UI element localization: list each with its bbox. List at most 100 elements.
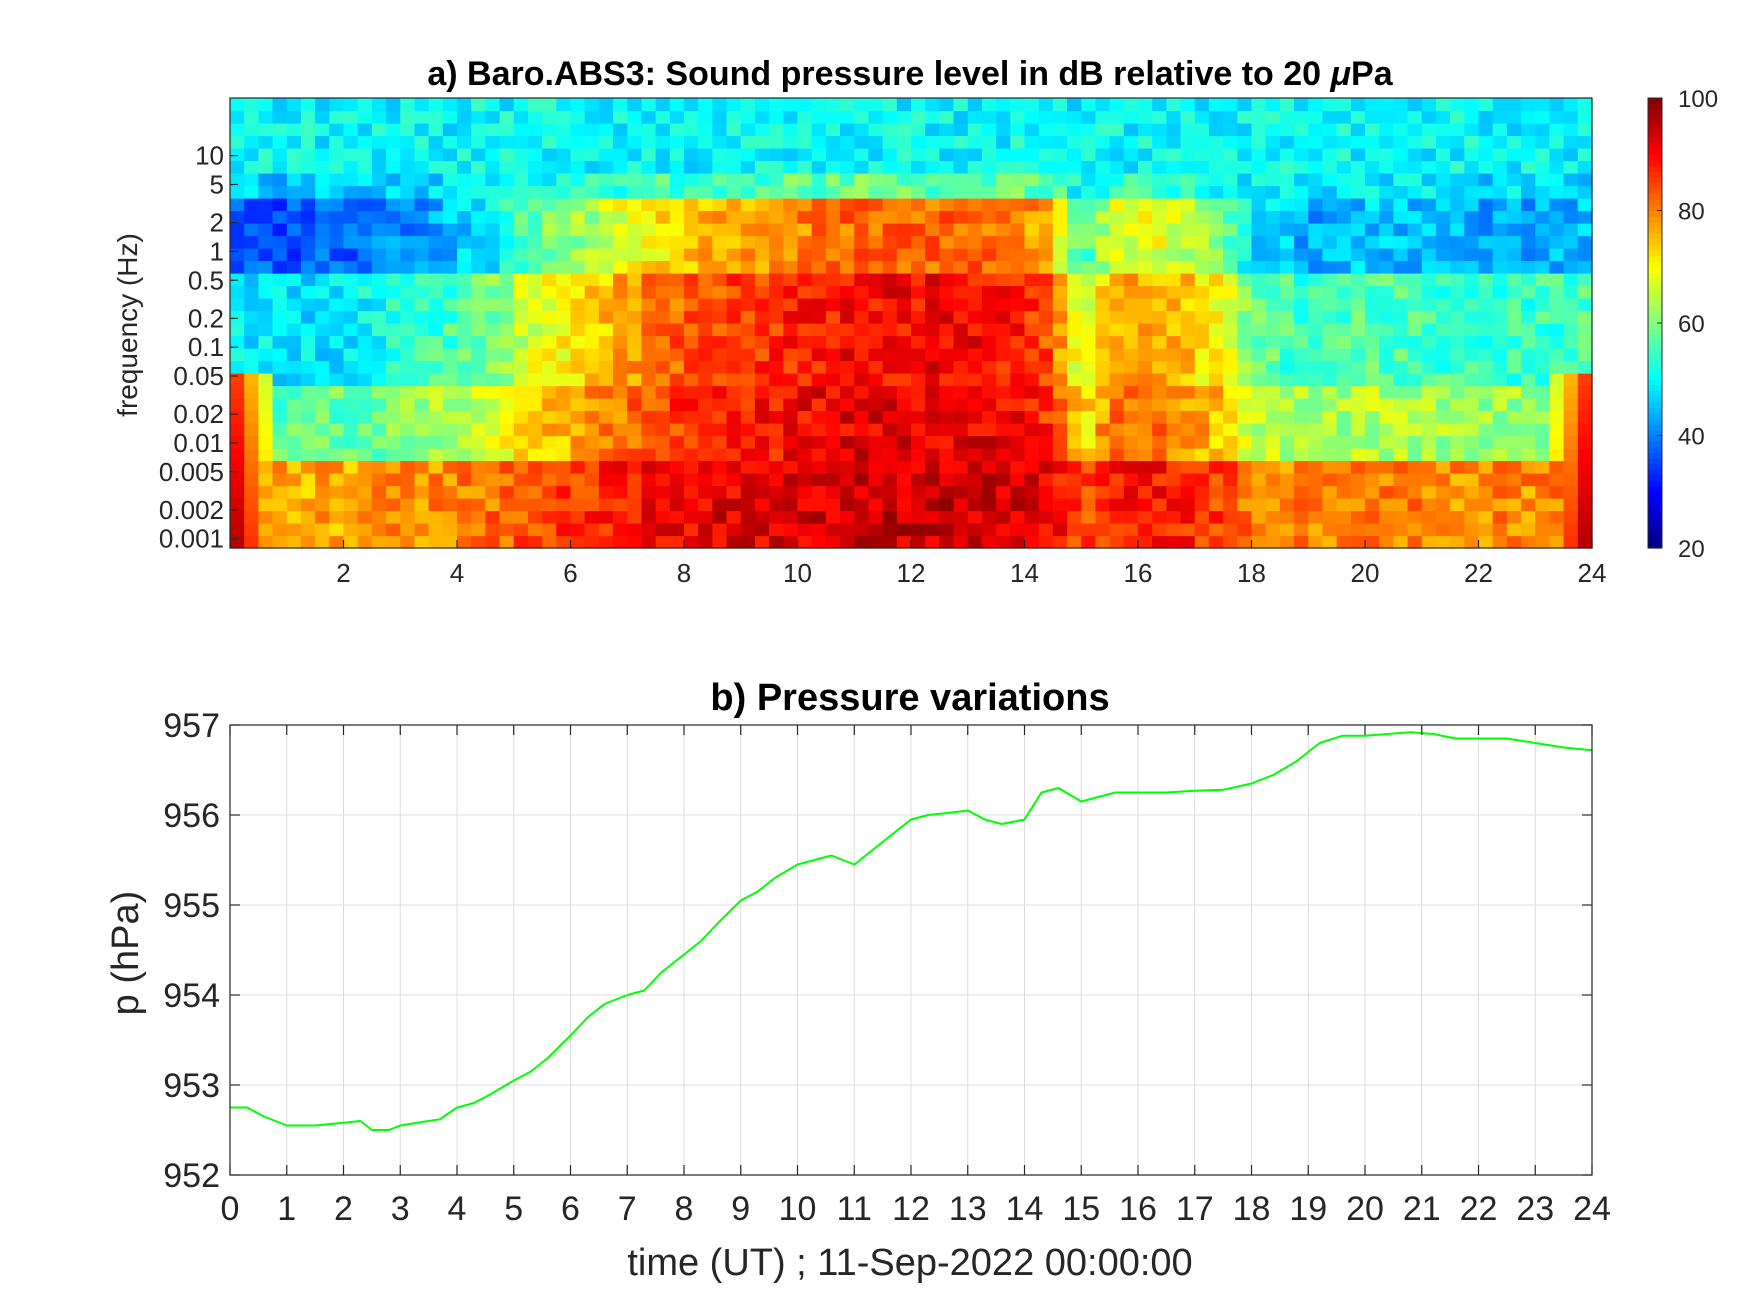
spectrogram-cell bbox=[754, 473, 770, 487]
spectrogram-cell bbox=[499, 160, 515, 174]
spectrogram-cell bbox=[655, 523, 671, 537]
spectrogram-cell bbox=[1577, 335, 1593, 349]
spectrogram-cell bbox=[1336, 210, 1352, 224]
spectrogram-cell bbox=[953, 185, 969, 199]
spectrogram-cell bbox=[1251, 135, 1267, 149]
spectrogram-cell bbox=[527, 123, 543, 137]
spectrogram-cell bbox=[1506, 448, 1522, 462]
spectrogram-cell bbox=[272, 485, 288, 499]
spectrogram-cell bbox=[1492, 435, 1508, 449]
spectrogram-cell bbox=[414, 373, 430, 387]
spectrogram-cell bbox=[286, 398, 302, 412]
spectrogram-cell bbox=[598, 198, 614, 212]
spectrogram-cell bbox=[882, 535, 898, 549]
spectrogram-cell bbox=[542, 185, 557, 199]
spectrogram-cell bbox=[641, 98, 657, 112]
spectrogram-cell bbox=[911, 298, 926, 312]
pressure-xtick-label: 24 bbox=[1573, 1190, 1611, 1228]
spectrogram-cell bbox=[428, 223, 444, 237]
spectrogram-cell bbox=[1123, 498, 1139, 512]
spectrogram-cell bbox=[769, 335, 784, 349]
spectrogram-cell bbox=[1450, 523, 1465, 537]
spectrogram-cell bbox=[783, 473, 799, 487]
spectrogram-cell bbox=[783, 160, 799, 174]
spectrogram-cell bbox=[698, 248, 713, 262]
spectrogram-cell bbox=[1478, 460, 1494, 474]
spectrogram-cell bbox=[386, 173, 401, 187]
spectrogram-cell bbox=[1208, 460, 1224, 474]
spectrogram-cell bbox=[1152, 210, 1167, 224]
spectrogram-cell bbox=[1237, 148, 1253, 162]
spectrogram-cell bbox=[825, 273, 841, 287]
spectrogram-cell bbox=[300, 523, 316, 537]
colorbar-segment bbox=[1648, 536, 1662, 543]
spectrogram-cell bbox=[244, 323, 259, 337]
spectrogram-cell bbox=[1450, 473, 1465, 487]
spectrogram-cell bbox=[1308, 273, 1324, 287]
spectrogram-cell bbox=[1166, 310, 1182, 324]
spectrogram-cell bbox=[386, 448, 401, 462]
spectrogram-cell bbox=[1265, 98, 1281, 112]
spectrogram-cell bbox=[357, 360, 373, 374]
spectrogram-cell bbox=[386, 135, 401, 149]
spectrogram-cell bbox=[1435, 348, 1451, 362]
spectrogram-cell bbox=[1109, 173, 1125, 187]
spectrogram-cell bbox=[613, 498, 628, 512]
spectrogram-cell bbox=[542, 373, 557, 387]
spectrogram-cell bbox=[1279, 360, 1295, 374]
spectrogram-cell bbox=[1365, 473, 1380, 487]
spectrogram-cell bbox=[258, 373, 274, 387]
spectrogram-cell bbox=[1237, 210, 1253, 224]
spectrogram-cell bbox=[1421, 185, 1437, 199]
spectrogram-cell bbox=[258, 198, 274, 212]
spectrogram-cell bbox=[1138, 235, 1153, 249]
spectrogram-cell bbox=[1421, 273, 1437, 287]
spectrogram-cell bbox=[428, 335, 444, 349]
spectrogram-cell bbox=[315, 535, 330, 549]
spectrogram-cell bbox=[1365, 223, 1380, 237]
spectrogram-cell bbox=[343, 248, 359, 262]
spectrogram-cell bbox=[1123, 98, 1139, 112]
spectrogram-cell bbox=[1052, 160, 1068, 174]
spectrogram-cell bbox=[1294, 423, 1309, 437]
spectrogram-cell bbox=[712, 285, 728, 299]
pressure-xtick-label: 16 bbox=[1119, 1190, 1157, 1228]
spectrogram-cell bbox=[1350, 373, 1366, 387]
spectrogram-cell bbox=[996, 385, 1011, 399]
spectrogram-cell bbox=[1421, 323, 1437, 337]
spectrogram-cell bbox=[840, 510, 855, 524]
spectrogram-cell bbox=[527, 310, 543, 324]
spectrogram-cell bbox=[230, 148, 245, 162]
spectrogram-cell bbox=[1336, 160, 1352, 174]
spectrogram-cell bbox=[953, 123, 969, 137]
spectrogram-cell bbox=[698, 135, 713, 149]
spectrogram-cell bbox=[244, 398, 259, 412]
spectrogram-cell bbox=[343, 285, 359, 299]
spectrogram-cell bbox=[1095, 235, 1111, 249]
spectrogram-cell bbox=[1577, 235, 1593, 249]
spectrogram-cell bbox=[698, 110, 713, 124]
spectrogram-cell bbox=[740, 185, 756, 199]
spectrogram-cell bbox=[386, 485, 401, 499]
spectrogram-cell bbox=[1279, 448, 1295, 462]
spectrogram-cell bbox=[1549, 448, 1565, 462]
spectrogram-cell bbox=[1251, 223, 1267, 237]
spectrogram-cell bbox=[953, 285, 969, 299]
spectrogram-cell bbox=[300, 323, 316, 337]
spectrogram-cell bbox=[1549, 473, 1565, 487]
spectrogram-cell bbox=[230, 135, 245, 149]
spectrogram-cell bbox=[343, 373, 359, 387]
colorbar-tick-label: 60 bbox=[1678, 311, 1705, 338]
spectrogram-cell bbox=[655, 298, 671, 312]
spectrogram-cell bbox=[698, 310, 713, 324]
spectrogram-cell bbox=[1407, 198, 1423, 212]
spectrogram-cell bbox=[684, 523, 699, 537]
spectrogram-cell bbox=[1506, 135, 1522, 149]
spectrogram-cell bbox=[244, 460, 259, 474]
spectrogram-ytick-label: 2 bbox=[210, 208, 224, 238]
spectrogram-cell bbox=[939, 310, 955, 324]
spectrogram-cell bbox=[570, 110, 586, 124]
spectrogram-cell bbox=[939, 410, 955, 424]
spectrogram-cell bbox=[1450, 298, 1465, 312]
spectrogram-cell bbox=[840, 373, 855, 387]
